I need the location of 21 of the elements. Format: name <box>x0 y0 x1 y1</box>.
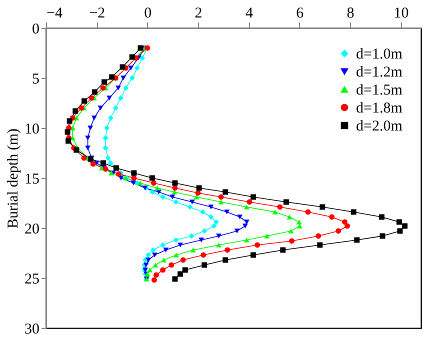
legend-label: d=1.2m <box>356 64 403 80</box>
x-tick-label: 10 <box>394 6 409 22</box>
x-tick-label: −4 <box>46 6 63 22</box>
legend-label: d=2.0m <box>356 118 403 134</box>
y-tick-label: 15 <box>24 172 40 188</box>
legend-label: d=1.0m <box>356 46 403 62</box>
y-tick-label: 30 <box>24 322 40 338</box>
y-tick-label: 25 <box>24 272 40 288</box>
x-tick-label: −2 <box>89 6 106 22</box>
x-tick-label: 0 <box>144 6 152 22</box>
x-tick-label: 6 <box>296 6 304 22</box>
x-tick-label: 8 <box>346 6 354 22</box>
legend-label: d=1.5m <box>356 82 403 98</box>
y-tick-label: 10 <box>24 122 40 138</box>
y-tick-label: 5 <box>32 72 40 88</box>
x-tick-label: 2 <box>194 6 202 22</box>
y-tick-label: 0 <box>32 22 40 38</box>
y-tick-label: 20 <box>24 222 40 238</box>
x-tick-label: 4 <box>245 6 254 22</box>
y-axis-title: Burial depth (m) <box>6 128 22 228</box>
legend-label: d=1.8m <box>356 100 403 116</box>
